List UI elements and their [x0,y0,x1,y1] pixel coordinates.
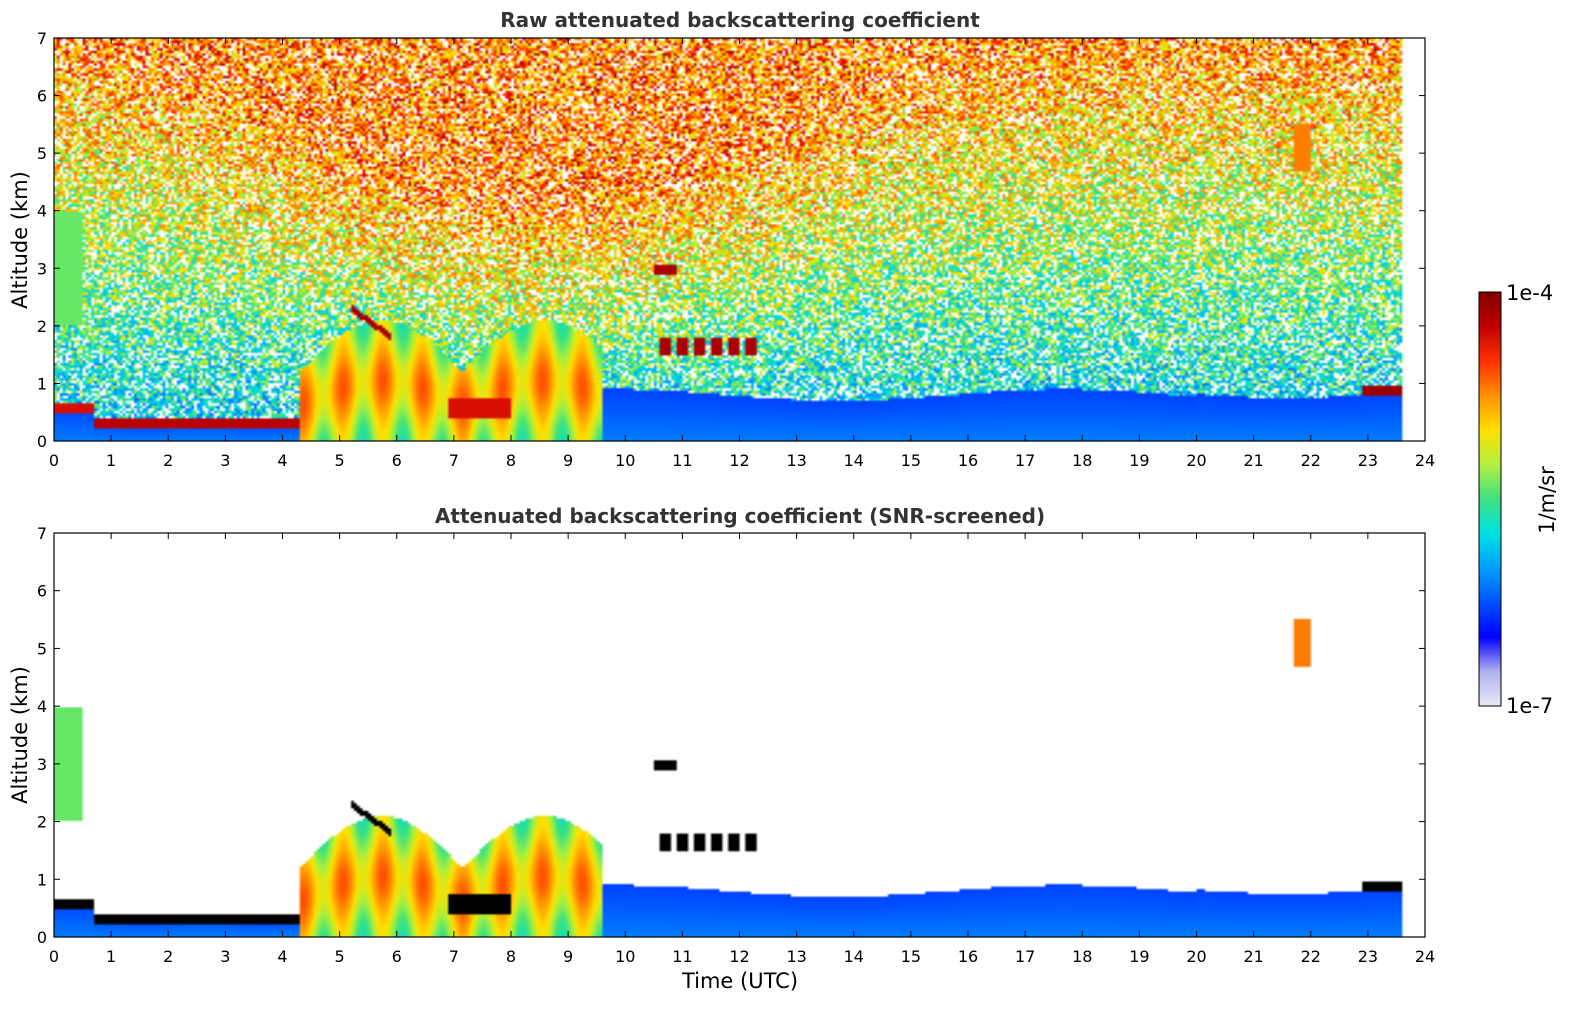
screened-y-tick-label: 0 [37,928,47,947]
screened-panel: Attenuated backscattering coefficient (S… [8,504,1435,993]
x-axis-label: Time (UTC) [681,969,798,993]
colorbar: 1e-4 1e-7 1/m/sr [1478,281,1559,718]
screened-x-tick-label: 13 [786,947,806,966]
screened-heatmap-image [54,533,1425,937]
screened-x-tick-label: 20 [1186,947,1206,966]
colorbar-gradient [1478,291,1502,707]
screened-x-tick-label: 21 [1243,947,1263,966]
raw-x-tick-label: 6 [392,451,402,470]
raw-x-tick-label: 17 [1015,451,1035,470]
raw-x-tick-label: 21 [1243,451,1263,470]
raw-panel: Raw attenuated backscattering coefficien… [8,8,1435,470]
raw-x-tick-label: 13 [786,451,806,470]
raw-axis-ticks: 0 1 2 3 4 5 6 7 8 9 10 11 12 13 14 15 16 17 18 19 20 21 22 23 24… [37,29,1435,470]
raw-x-tick-label: 0 [49,451,59,470]
screened-panel-title: Attenuated backscattering coefficient (S… [435,504,1045,528]
raw-x-tick-label: 2 [163,451,173,470]
raw-x-tick-label: 18 [1072,451,1092,470]
screened-y-tick-label: 3 [37,755,47,774]
raw-y-tick-label: 7 [37,29,47,48]
colorbar-max-label: 1e-4 [1506,281,1553,305]
raw-x-tick-label: 23 [1358,451,1378,470]
screened-y-tick-label: 5 [37,639,47,658]
raw-x-tick-label: 11 [672,451,692,470]
raw-x-tick-label: 5 [335,451,345,470]
screened-x-tick-label: 23 [1358,947,1378,966]
screened-x-tick-label: 9 [563,947,573,966]
raw-x-tick-label: 10 [615,451,635,470]
screened-y-tick-label: 4 [37,697,47,716]
screened-x-tick-label: 3 [220,947,230,966]
raw-x-tick-label: 7 [449,451,459,470]
raw-y-tick-label: 2 [37,317,47,336]
raw-y-tick-label: 5 [37,144,47,163]
screened-x-tick-label: 10 [615,947,635,966]
raw-x-tick-label: 22 [1301,451,1321,470]
raw-x-tick-label: 1 [106,451,116,470]
raw-y-tick-label: 6 [37,87,47,106]
screened-x-tick-label: 12 [729,947,749,966]
screened-x-tick-label: 0 [49,947,59,966]
screened-axis-ticks: 0 1 2 3 4 5 6 7 8 9 10 11 12 13 14 15 16 17 18 19 20 21 22 23 24… [37,524,1435,966]
raw-x-tick-label: 12 [729,451,749,470]
screened-x-tick-label: 24 [1415,947,1435,966]
screened-y-tick-label: 7 [37,524,47,543]
raw-y-tick-label: 1 [37,374,47,393]
screened-y-tick-label: 6 [37,582,47,601]
raw-x-tick-label: 3 [220,451,230,470]
colorbar-unit-label: 1/m/sr [1535,466,1559,534]
raw-panel-title: Raw attenuated backscattering coefficien… [500,8,980,32]
screened-x-tick-label: 6 [392,947,402,966]
raw-x-tick-label: 15 [901,451,921,470]
raw-x-tick-label: 9 [563,451,573,470]
screened-x-tick-label: 19 [1129,947,1149,966]
screened-x-tick-label: 18 [1072,947,1092,966]
screened-x-tick-label: 8 [506,947,516,966]
raw-heatmap-image [54,38,1425,441]
raw-y-tick-label: 4 [37,202,47,221]
raw-x-tick-label: 14 [844,451,864,470]
raw-x-tick-label: 4 [277,451,287,470]
screened-x-tick-label: 5 [335,947,345,966]
screened-x-tick-label: 7 [449,947,459,966]
raw-x-tick-label: 19 [1129,451,1149,470]
raw-y-tick-label: 3 [37,259,47,278]
screened-x-tick-label: 11 [672,947,692,966]
screened-y-tick-label: 1 [37,870,47,889]
raw-x-tick-label: 8 [506,451,516,470]
screened-x-tick-label: 22 [1301,947,1321,966]
screened-x-tick-label: 14 [844,947,864,966]
raw-x-tick-label: 24 [1415,451,1435,470]
screened-x-tick-label: 15 [901,947,921,966]
raw-y-axis-label: Altitude (km) [8,171,32,309]
screened-y-tick-label: 2 [37,813,47,832]
raw-x-tick-label: 16 [958,451,978,470]
raw-y-tick-label: 0 [37,432,47,451]
screened-x-tick-label: 2 [163,947,173,966]
screened-x-tick-label: 17 [1015,947,1035,966]
screened-x-tick-label: 16 [958,947,978,966]
screened-y-axis-label: Altitude (km) [8,666,32,804]
raw-x-tick-label: 20 [1186,451,1206,470]
screened-x-tick-label: 1 [106,947,116,966]
screened-x-tick-label: 4 [277,947,287,966]
colorbar-min-label: 1e-7 [1506,694,1553,718]
